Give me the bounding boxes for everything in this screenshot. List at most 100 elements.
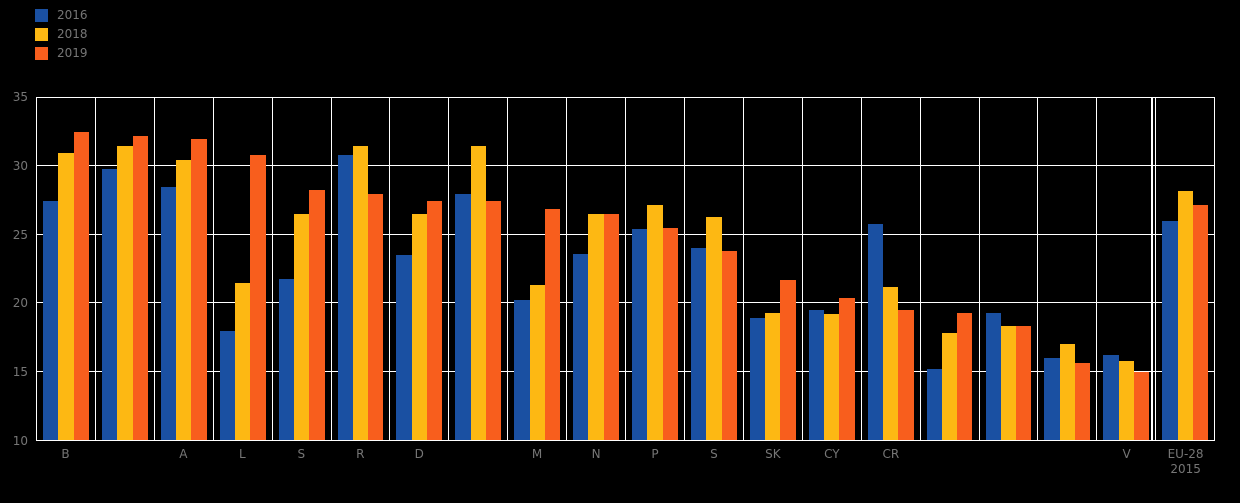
legend-swatch-icon bbox=[35, 27, 48, 41]
bar-group-bars bbox=[96, 98, 154, 440]
bar-2016 bbox=[396, 255, 412, 440]
x-tick-label-text: V bbox=[1122, 447, 1131, 461]
bar-2018 bbox=[647, 204, 663, 440]
bar-group-bars bbox=[685, 98, 743, 440]
bar-2016 bbox=[808, 310, 825, 440]
x-tick-label-text: S bbox=[710, 447, 718, 461]
bar-2019 bbox=[721, 251, 737, 440]
bar-2018 bbox=[117, 145, 133, 440]
x-axis: B A L S R D M N P S SK CY CR V EU-28 2015 bbox=[36, 447, 1215, 477]
bar-2016 bbox=[1103, 355, 1119, 440]
x-tick-label-text: D bbox=[414, 447, 424, 461]
bar-group bbox=[1096, 98, 1155, 440]
bar-2019 bbox=[427, 200, 443, 440]
bar-group bbox=[1155, 98, 1214, 440]
bar-2019 bbox=[1192, 204, 1209, 440]
x-tick-label-text: EU-28 bbox=[1167, 447, 1204, 461]
bar-group-bars bbox=[744, 98, 802, 440]
x-tick-label: CY bbox=[802, 447, 861, 477]
x-tick-label-text: N bbox=[591, 447, 601, 461]
x-tick-label: P bbox=[626, 447, 685, 477]
bar-group-bars bbox=[508, 98, 566, 440]
bar-group bbox=[1037, 98, 1096, 440]
x-tick-label: V bbox=[1097, 447, 1156, 477]
y-tick-label: 10 bbox=[12, 434, 28, 448]
bar-group-bars bbox=[921, 98, 979, 440]
bar-group bbox=[742, 98, 802, 440]
x-tick-sublabel-text: 2015 bbox=[1170, 462, 1201, 476]
bar-group bbox=[978, 98, 1038, 440]
y-axis: 10 15 20 25 30 35 bbox=[0, 90, 28, 448]
x-tick-label-text: S bbox=[297, 447, 306, 461]
bar-group bbox=[919, 98, 979, 440]
bar-group bbox=[625, 98, 684, 440]
x-tick-label-text: L bbox=[238, 447, 246, 461]
bar-2019 bbox=[132, 136, 148, 440]
bar-2016 bbox=[1162, 221, 1178, 440]
bar-2018 bbox=[58, 152, 74, 440]
legend-item: 2019 bbox=[35, 44, 88, 62]
bar-2018 bbox=[588, 214, 604, 440]
bar-2018 bbox=[941, 333, 958, 440]
bar-group-bars bbox=[214, 98, 272, 440]
bar-2019 bbox=[485, 200, 502, 440]
bar-2018 bbox=[1000, 326, 1017, 440]
legend-item: 2016 bbox=[35, 6, 88, 24]
x-tick-label: CR bbox=[861, 447, 920, 477]
bar-2019 bbox=[73, 132, 89, 440]
x-tick-label-text: M bbox=[531, 447, 543, 461]
x-tick-label: M bbox=[508, 447, 567, 477]
bar-group-bars bbox=[155, 98, 213, 440]
x-tick-label: N bbox=[567, 447, 626, 477]
y-tick-label: 35 bbox=[12, 90, 28, 104]
bar-2019 bbox=[898, 310, 914, 440]
bar-group bbox=[448, 98, 507, 440]
bar-group-bars bbox=[449, 98, 507, 440]
bar-2016 bbox=[337, 155, 353, 440]
y-tick-label: 30 bbox=[12, 158, 28, 173]
bar-2019 bbox=[1075, 363, 1091, 440]
bar-2018 bbox=[1118, 360, 1134, 440]
bar-group bbox=[271, 98, 331, 440]
bar-2016 bbox=[43, 200, 59, 440]
x-tick-label-text: B bbox=[61, 447, 70, 461]
bar-2018 bbox=[1059, 344, 1075, 440]
bar-2018 bbox=[706, 217, 722, 440]
bar-2018 bbox=[293, 214, 310, 440]
bar-group-bars bbox=[980, 98, 1038, 440]
bar-group bbox=[153, 98, 213, 440]
bar-group-bars bbox=[626, 98, 684, 440]
bar-2016 bbox=[749, 318, 766, 440]
x-tick-label: A bbox=[154, 447, 213, 477]
legend-swatch-icon bbox=[35, 46, 48, 60]
x-tick-label: D bbox=[390, 447, 449, 477]
bar-group-bars bbox=[862, 98, 920, 440]
bar-group-bars bbox=[390, 98, 448, 440]
bar-2016 bbox=[926, 368, 942, 440]
x-tick-label: S bbox=[272, 447, 331, 477]
x-tick-label-text: SK bbox=[765, 447, 781, 461]
bar-2019 bbox=[957, 312, 973, 440]
bar-2018 bbox=[176, 159, 192, 440]
bar-2019 bbox=[544, 208, 561, 440]
bar-group bbox=[389, 98, 448, 440]
bar-group-bars bbox=[1038, 98, 1096, 440]
x-tick-label: L bbox=[213, 447, 272, 477]
bar-2019 bbox=[191, 139, 207, 440]
bar-2016 bbox=[101, 169, 118, 440]
bar-2018 bbox=[765, 312, 781, 440]
bar-2019 bbox=[1133, 371, 1150, 440]
bar-2019 bbox=[250, 155, 266, 440]
bar-group bbox=[212, 98, 272, 440]
bar-group-bars bbox=[567, 98, 625, 440]
bar-2019 bbox=[780, 279, 796, 440]
bar-2018 bbox=[352, 145, 369, 440]
bar-group-bars bbox=[332, 98, 390, 440]
bar-2018 bbox=[529, 285, 545, 440]
x-tick-label bbox=[979, 447, 1038, 477]
bar-2018 bbox=[235, 282, 251, 440]
bar-2019 bbox=[368, 193, 384, 440]
bar-2018 bbox=[411, 214, 428, 440]
x-tick-label: B bbox=[36, 447, 95, 477]
